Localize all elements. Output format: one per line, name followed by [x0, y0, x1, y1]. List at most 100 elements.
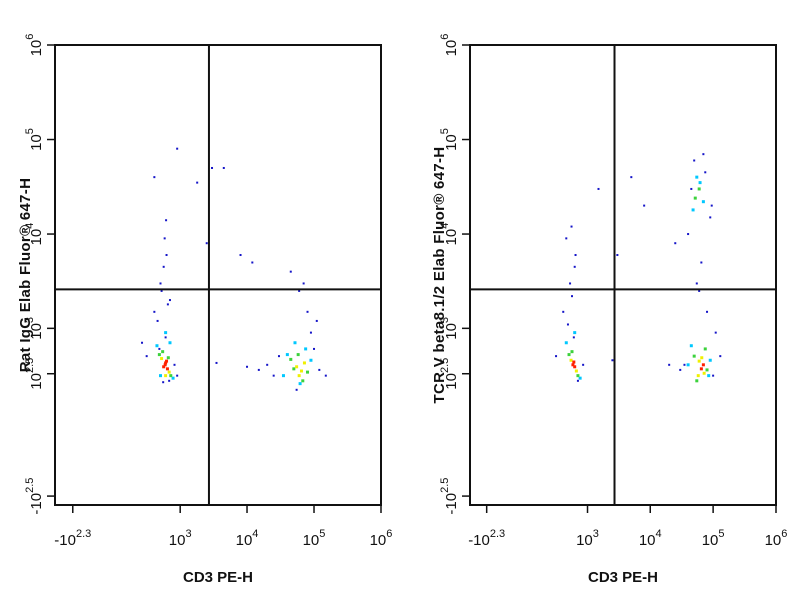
y-tick-label-base: 10: [28, 373, 45, 390]
event-point: [292, 367, 296, 371]
event-point: [162, 365, 166, 369]
event-point: [699, 367, 703, 371]
x-tick-label-base: 10: [236, 532, 253, 549]
x-axis-title: CD3 PE-H: [588, 569, 658, 586]
x-tick-label-exponent: 6: [386, 528, 392, 540]
event-point: [572, 360, 576, 364]
event-point: [215, 361, 218, 364]
event-point: [611, 359, 614, 362]
event-point: [165, 359, 169, 363]
event-point: [576, 374, 580, 378]
event-point: [692, 354, 696, 358]
event-point: [573, 365, 577, 369]
event-point: [696, 374, 700, 378]
x-tick-label-exponent: 4: [656, 528, 662, 540]
y-tick-label-exponent: 5: [439, 128, 451, 134]
event-point: [686, 363, 690, 367]
plot-frame: [54, 44, 382, 506]
event-point: [162, 381, 165, 384]
event-point: [167, 370, 171, 374]
event-point: [562, 310, 565, 313]
event-point: [695, 175, 699, 179]
event-point: [701, 200, 705, 204]
y-tick-label-exponent: 6: [24, 34, 36, 40]
event-point: [166, 356, 170, 360]
y-tick-label: -102.5: [24, 478, 45, 515]
event-point: [707, 374, 711, 378]
y-tick-label-exponent: 2.5: [24, 358, 36, 373]
y-tick-label-base: 10: [28, 134, 45, 151]
y-tick-label: 105: [439, 128, 460, 151]
event-point: [674, 242, 677, 245]
event-point: [168, 379, 171, 382]
y-tick-label-exponent: 4: [439, 223, 451, 229]
event-point: [698, 181, 702, 185]
event-point: [571, 295, 574, 298]
event-point: [293, 341, 297, 345]
event-point: [567, 353, 571, 357]
event-point: [690, 187, 693, 190]
event-point: [296, 353, 300, 357]
x-tick-label-base: -10: [54, 532, 76, 549]
event-point: [313, 347, 316, 350]
event-point: [576, 379, 579, 382]
event-point: [155, 344, 159, 348]
event-point: [295, 365, 299, 369]
event-point: [161, 350, 165, 354]
x-tick-label-exponent: 2.3: [76, 528, 91, 540]
y-tick-label: 103: [439, 317, 460, 340]
y-tick-label-base: 10: [443, 40, 460, 57]
y-tick-label: 104: [439, 223, 460, 246]
event-point: [569, 358, 573, 362]
event-point: [700, 261, 703, 264]
x-tick-label-exponent: 5: [319, 528, 325, 540]
y-tick-label: 105: [24, 128, 45, 151]
event-point: [555, 355, 558, 358]
y-tick-label-base: 10: [443, 229, 460, 246]
event-point: [318, 368, 321, 371]
event-point: [719, 355, 722, 358]
event-point: [164, 336, 167, 339]
event-point: [153, 176, 156, 179]
event-point: [166, 303, 169, 306]
event-point: [246, 365, 249, 368]
y-tick-label-base: 10: [443, 134, 460, 151]
y-tick-label-exponent: 3: [439, 317, 451, 323]
event-point: [566, 323, 569, 326]
y-tick-label-exponent: 2.5: [24, 478, 36, 493]
event-point: [277, 355, 280, 358]
y-tick-label: 106: [24, 34, 45, 57]
event-point: [687, 233, 690, 236]
y-tick-label-exponent: 3: [24, 317, 36, 323]
event-point: [222, 166, 225, 169]
event-point: [163, 363, 167, 367]
event-point: [257, 368, 260, 371]
event-point: [679, 368, 682, 371]
event-point: [683, 363, 686, 366]
x-tick-label: 105: [702, 528, 725, 549]
x-tick-label-exponent: 6: [781, 528, 787, 540]
x-tick-label-exponent: 5: [718, 528, 724, 540]
event-point: [165, 367, 169, 371]
event-point: [706, 310, 709, 313]
event-point: [574, 369, 578, 373]
y-tick-label-exponent: 6: [439, 34, 451, 40]
event-point: [616, 254, 619, 257]
event-point: [571, 363, 575, 367]
event-point: [702, 371, 706, 375]
y-tick-label-exponent: 5: [24, 128, 36, 134]
event-point: [301, 379, 305, 383]
x-tick-label-exponent: 4: [252, 528, 258, 540]
event-point: [298, 382, 302, 386]
y-tick-label-base: 10: [28, 229, 45, 246]
y-tick-label: 106: [439, 34, 460, 57]
event-point: [266, 363, 269, 366]
event-point: [702, 153, 705, 156]
event-point: [171, 376, 175, 380]
x-tick-label-base: 10: [639, 532, 656, 549]
y-tick-label: -102.5: [439, 478, 460, 515]
event-point: [705, 368, 709, 372]
event-point: [306, 310, 309, 313]
x-tick-label-exponent: 2.3: [490, 528, 505, 540]
